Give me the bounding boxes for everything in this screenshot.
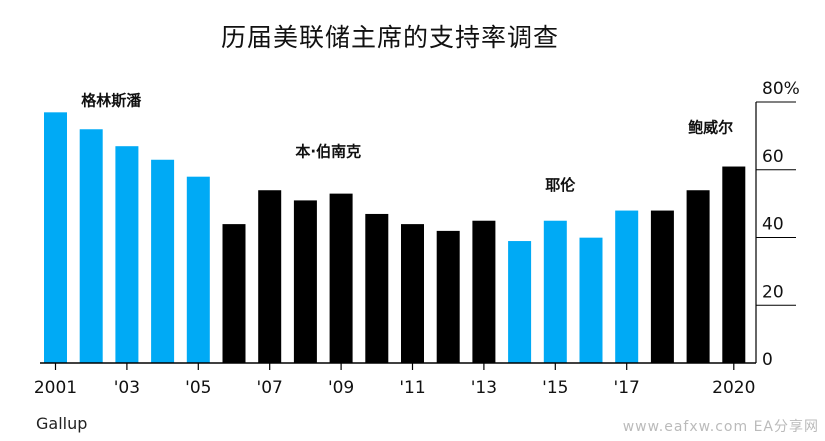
x-tick-label: '07 xyxy=(257,378,283,398)
bar-2013 xyxy=(472,220,496,363)
x-tick-label: '11 xyxy=(399,378,425,398)
bar-2003 xyxy=(115,146,139,363)
bar-2014 xyxy=(508,241,532,363)
bar-2016 xyxy=(579,237,603,363)
watermark: www.eafxw.com EA分享网 xyxy=(622,419,819,435)
source-label: Gallup xyxy=(36,414,88,433)
bar-2004 xyxy=(151,159,175,363)
y-tick-label: 20 xyxy=(762,282,784,302)
x-tick-label: '09 xyxy=(328,378,354,398)
y-tick-label: 0 xyxy=(762,350,773,370)
bar-2018 xyxy=(650,210,674,363)
x-tick-label: 2020 xyxy=(712,378,755,398)
y-tick-label: 60 xyxy=(762,147,784,167)
era-label: 耶伦 xyxy=(545,176,576,194)
x-tick-label: '05 xyxy=(185,378,211,398)
x-tick-label: '03 xyxy=(114,378,140,398)
bar-2007 xyxy=(258,190,282,363)
bar-2009 xyxy=(329,193,353,363)
era-label: 鲍威尔 xyxy=(688,119,733,137)
bar-2005 xyxy=(186,176,210,363)
bar-2017 xyxy=(615,210,639,363)
bar-2010 xyxy=(365,213,389,363)
era-label: 本·伯南克 xyxy=(295,142,361,160)
bar-2020 xyxy=(722,166,746,363)
bar-2019 xyxy=(686,190,710,363)
bar-2008 xyxy=(293,200,317,363)
bar-2001 xyxy=(44,112,67,363)
y-ticks-group: 0 20 40 60 80% xyxy=(755,79,800,370)
chart-title: 历届美联储主席的支持率调查 xyxy=(220,23,559,52)
bar-2012 xyxy=(436,230,460,363)
bar-2015 xyxy=(543,220,567,363)
x-tick-label: '17 xyxy=(614,378,640,398)
bar-2006 xyxy=(222,224,246,363)
bars-group xyxy=(44,112,746,363)
era-label: 格林斯潘 xyxy=(81,92,142,110)
bar-2011 xyxy=(401,224,424,363)
bar-2002 xyxy=(79,129,103,363)
y-tick-label: 80% xyxy=(762,79,800,99)
x-ticks-group: 2001 '03 '05 '07 '09 '11 '13 '15 '17 2020 xyxy=(34,363,755,398)
x-tick-label: 2001 xyxy=(34,378,77,398)
x-tick-label: '15 xyxy=(542,378,568,398)
y-tick-label: 40 xyxy=(762,215,784,235)
x-tick-label: '13 xyxy=(471,378,497,398)
